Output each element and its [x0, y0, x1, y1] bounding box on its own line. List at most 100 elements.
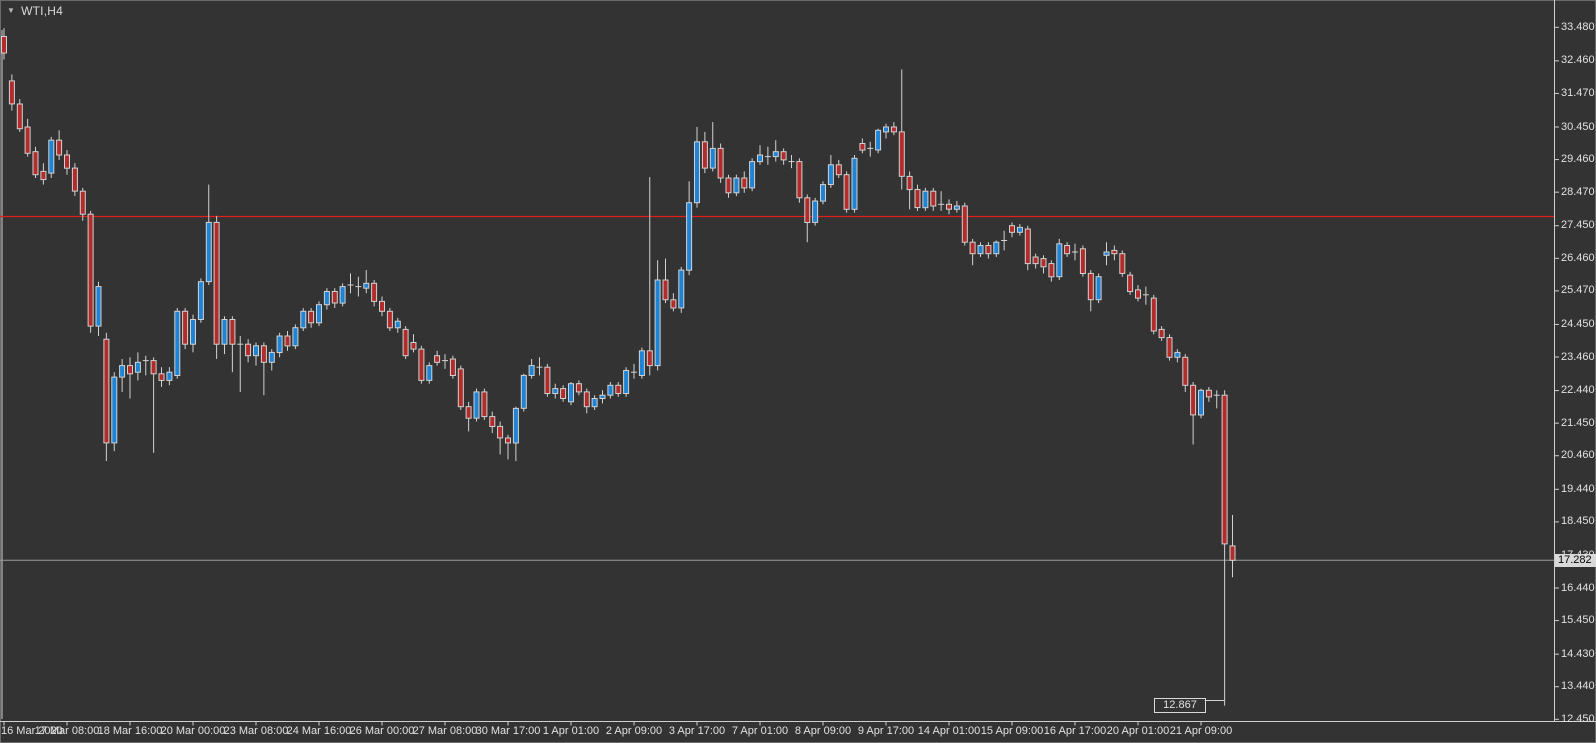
candle — [103, 332, 110, 461]
candle — [694, 127, 700, 208]
price-axis-label: 33.480 — [1561, 20, 1595, 33]
candle — [583, 388, 590, 414]
candle — [245, 339, 252, 363]
candle — [646, 177, 653, 376]
candle — [197, 278, 204, 323]
time-axis-label: 14 Apr 01:00 — [917, 725, 981, 737]
candle — [591, 395, 598, 410]
candle — [1024, 225, 1031, 271]
candle — [985, 242, 992, 259]
candle — [111, 372, 118, 452]
price-axis-label: 26.460 — [1561, 251, 1595, 264]
candle — [788, 155, 795, 169]
time-axis-label: 20 Apr 01:00 — [1106, 725, 1170, 737]
candle — [260, 342, 267, 396]
candle — [1229, 515, 1236, 578]
time-axis-label: 16 Mar 2020 — [1, 725, 63, 737]
price-axis-label: 14.430 — [1561, 647, 1595, 660]
candle — [1135, 285, 1141, 302]
time-axis-label: 9 Apr 17:00 — [857, 725, 915, 737]
candle — [1198, 388, 1204, 419]
candle — [1111, 245, 1118, 261]
candle — [512, 406, 519, 461]
candle — [930, 187, 937, 211]
candle — [237, 336, 244, 392]
candle — [662, 258, 669, 304]
time-axis-label: 21 Apr 09:00 — [1169, 725, 1233, 737]
candle — [87, 210, 94, 333]
candle — [134, 352, 141, 381]
candle — [875, 128, 882, 154]
candle — [182, 308, 189, 350]
time-axis-label: 24 Mar 16:00 — [286, 725, 352, 737]
candle — [1, 28, 7, 60]
candle — [654, 260, 661, 371]
candle — [607, 382, 614, 399]
time-axis-label: 8 Apr 09:00 — [794, 725, 852, 737]
candle — [969, 238, 976, 266]
candle — [914, 184, 921, 211]
price-axis-label: 23.460 — [1561, 350, 1595, 363]
time-axis-label: 20 Mar 00:00 — [160, 725, 226, 737]
time-axis-label: 1 Apr 01:00 — [542, 725, 600, 737]
price-axis-label: 32.460 — [1561, 54, 1595, 67]
candle — [32, 146, 39, 178]
candle — [95, 281, 102, 336]
candle — [64, 150, 70, 175]
candle — [142, 355, 149, 376]
candle — [1040, 255, 1047, 274]
price-axis-label: 19.440 — [1561, 482, 1595, 495]
symbol-dropdown[interactable]: ▼ WTI,H4 — [7, 4, 63, 18]
price-axis-label: 24.450 — [1561, 317, 1595, 330]
candle — [1095, 273, 1102, 304]
candle — [1056, 238, 1063, 280]
time-axis-label: 26 Mar 00:00 — [349, 725, 415, 737]
candle — [119, 359, 126, 392]
candle — [284, 331, 291, 351]
time-axis-label: 27 Mar 08:00 — [412, 725, 478, 737]
candle — [505, 434, 511, 460]
candle — [890, 122, 897, 136]
candle — [497, 421, 504, 455]
candle — [190, 314, 196, 353]
candle — [386, 308, 393, 331]
candle — [552, 383, 559, 399]
candle — [851, 155, 858, 213]
chevron-down-icon[interactable]: ▼ — [7, 6, 16, 15]
time-axis-label: 15 Apr 09:00 — [980, 725, 1044, 737]
price-axis-label: 25.470 — [1561, 284, 1595, 297]
low-price-callout: 12.867 — [1154, 697, 1206, 713]
candle — [670, 293, 677, 312]
time-axis-label: 17 Mar 08:00 — [34, 725, 100, 737]
candle — [268, 349, 275, 371]
candle — [8, 74, 15, 111]
candle — [867, 141, 874, 157]
candle — [1158, 326, 1165, 341]
candle — [757, 145, 763, 165]
candle — [631, 363, 637, 379]
candle — [371, 280, 378, 307]
price-axis-label: 12.450 — [1561, 712, 1595, 725]
price-axis-label: 18.450 — [1561, 515, 1595, 528]
candle — [623, 367, 630, 397]
candle — [820, 181, 826, 205]
candle — [79, 187, 86, 221]
candle — [859, 138, 866, 154]
candle — [1190, 382, 1197, 445]
candle — [418, 345, 425, 384]
candle — [764, 146, 771, 165]
candle — [1142, 286, 1149, 305]
candle — [1016, 224, 1023, 236]
candle — [1103, 242, 1110, 266]
candle — [489, 411, 496, 433]
candle — [16, 99, 23, 132]
price-axis-label: 27.450 — [1561, 219, 1595, 232]
candle — [292, 324, 299, 350]
candle — [922, 187, 929, 211]
candle — [938, 191, 945, 211]
candle — [229, 316, 236, 373]
candle — [174, 308, 181, 379]
candle — [465, 401, 472, 432]
candle — [379, 296, 385, 317]
